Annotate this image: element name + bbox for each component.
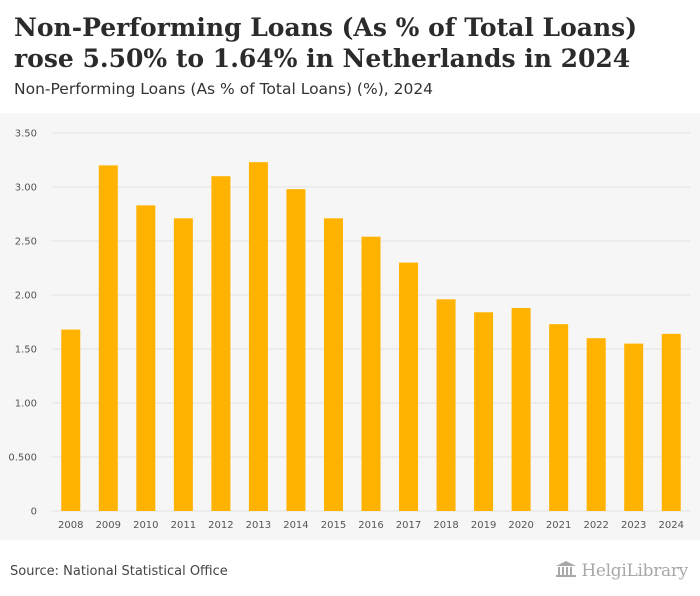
x-tick-label: 2010 [133,520,158,531]
x-axis-ticks: 2008 2009 2010 2011 2012 2013 2014 2015 2016 2017… [58,520,684,531]
y-tick-label: 1.00 [15,399,37,410]
source-note: Source: National Statistical Office [10,564,228,579]
x-tick-label: 2016 [358,520,383,531]
bar-2024[interactable] [661,333,681,511]
x-tick-label: 2024 [659,520,684,531]
bar-2022[interactable] [586,338,606,511]
y-tick-label: 1.50 [15,345,37,356]
x-tick-label: 2012 [208,520,233,531]
x-tick-label: 2023 [621,520,646,531]
chart-subtitle: Non-Performing Loans (As % of Total Loan… [14,80,434,98]
bar-2017[interactable] [399,262,419,511]
x-tick-label: 2017 [396,520,421,531]
bar-2012[interactable] [211,176,231,511]
bar-2016[interactable] [361,236,381,511]
x-tick-label: 2022 [583,520,608,531]
y-axis-ticks: 0 0.500 1.00 1.50 2.00 2.50 3.00 3.50 [8,129,37,518]
x-tick-label: 2015 [321,520,346,531]
x-tick-label: 2018 [433,520,458,531]
x-tick-label: 2009 [96,520,121,531]
bar-2008[interactable] [61,329,81,511]
bar-2011[interactable] [173,218,193,511]
bar-2019[interactable] [474,312,494,511]
x-tick-label: 2019 [471,520,496,531]
chart-panel: 0 0.500 1.00 1.50 2.00 2.50 3.00 3.50 2008 2009 2… [0,113,700,540]
x-tick-label: 2014 [283,520,308,531]
y-tick-label: 2.00 [15,291,37,302]
y-tick-label: 0.500 [8,453,37,464]
bar-2014[interactable] [286,189,306,511]
logo-text: HelgiLibrary [581,561,688,581]
x-tick-label: 2008 [58,520,83,531]
y-tick-label: 2.50 [15,237,37,248]
x-tick-label: 2011 [171,520,196,531]
bar-2023[interactable] [624,343,644,511]
y-tick-label: 3.00 [15,183,37,194]
x-tick-label: 2020 [508,520,533,531]
x-tick-label: 2013 [246,520,271,531]
bar-2020[interactable] [511,307,531,511]
chart-title: Non-Performing Loans (As % of Total Loan… [14,13,638,73]
y-tick-label: 3.50 [15,129,37,140]
bar-2013[interactable] [248,162,268,511]
bar-2009[interactable] [98,165,118,511]
bar-2015[interactable] [323,218,343,511]
helgi-library-logo[interactable]: HelgiLibrary [555,560,688,582]
library-building-icon [555,560,577,582]
x-tick-label: 2021 [546,520,571,531]
bar-2021[interactable] [549,324,569,511]
bar-2018[interactable] [436,299,456,511]
bars [61,162,681,512]
y-tick-label: 0 [31,507,37,518]
bar-2010[interactable] [136,205,156,512]
